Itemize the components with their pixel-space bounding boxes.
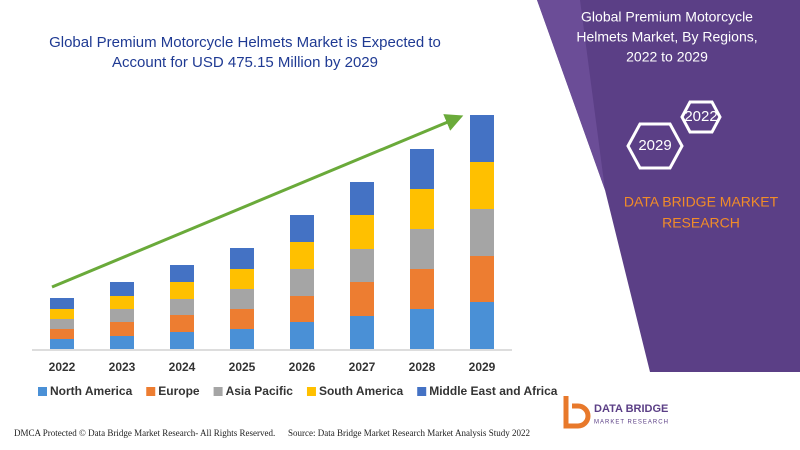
- hexagons: [626, 100, 722, 170]
- footer-left: DMCA Protected © Data Bridge Market Rese…: [14, 428, 275, 438]
- legend-swatch: [146, 387, 156, 396]
- bar-segment: [110, 336, 134, 349]
- bar-segment: [350, 282, 374, 316]
- x-tick-label: 2027: [349, 360, 376, 374]
- bar-segment: [350, 215, 374, 249]
- bar-segment: [230, 248, 254, 269]
- bar-segment: [230, 309, 254, 329]
- bar-segment: [170, 299, 194, 315]
- bar-segment: [290, 322, 314, 349]
- bar-segment: [470, 209, 494, 256]
- bar-segment: [470, 302, 494, 349]
- bar-segment: [170, 332, 194, 349]
- bar-segment: [50, 339, 74, 349]
- hexagon: [680, 100, 722, 134]
- chart-title: Account for USD 475.15 Million by 2029: [112, 54, 378, 71]
- logo-name: DATA BRIDGE: [594, 403, 668, 415]
- bar-segment: [110, 309, 134, 322]
- x-tick-label: 2026: [289, 360, 316, 374]
- footer-right: Source: Data Bridge Market Research Mark…: [288, 428, 530, 438]
- bar-segment: [110, 282, 134, 296]
- bar-segment: [470, 162, 494, 209]
- x-tick-label: 2028: [409, 360, 436, 374]
- x-tick-label: 2029: [469, 360, 496, 374]
- bar-segment: [230, 269, 254, 289]
- hex-label: 2029: [638, 137, 671, 154]
- bar-segment: [110, 322, 134, 336]
- legend-swatch: [417, 387, 427, 396]
- legend-label: South America: [319, 384, 404, 398]
- bar-segment: [170, 265, 194, 282]
- panel-title: 2022 to 2029: [626, 49, 708, 65]
- x-tick-label: 2024: [169, 360, 196, 374]
- logo-icon: [563, 396, 591, 429]
- bar-segment: [50, 298, 74, 309]
- bar-segment: [350, 182, 374, 215]
- bar-segment: [290, 242, 314, 269]
- bar-segment: [50, 329, 74, 339]
- side-panel: [537, 0, 800, 372]
- bar-segment: [50, 309, 74, 319]
- legend-swatch: [306, 387, 316, 396]
- bar-segment: [170, 315, 194, 332]
- bar-segment: [170, 282, 194, 299]
- x-tick-label: 2025: [229, 360, 256, 374]
- bar-segment: [410, 269, 434, 309]
- bar-segment: [350, 249, 374, 282]
- bar-segment: [230, 289, 254, 309]
- hex-label: 2022: [684, 108, 717, 125]
- legend-label: Europe: [158, 384, 200, 398]
- bar-segment: [470, 115, 494, 162]
- bar-segment: [470, 256, 494, 302]
- legend-swatch: [38, 387, 47, 396]
- panel-title: Global Premium Motorcycle: [581, 9, 753, 25]
- trend-arrow: [51, 114, 464, 289]
- panel-accent: [537, 0, 605, 190]
- legend-swatch: [213, 387, 223, 396]
- bar-segment: [410, 149, 434, 189]
- hexagon: [626, 122, 684, 170]
- bar-segment: [410, 189, 434, 229]
- bar-segment: [290, 296, 314, 322]
- logo: DATA BRIDGE MARKET RESEARCH: [563, 396, 669, 429]
- brand: DATA BRIDGE MARKET: [624, 194, 779, 210]
- logo-tagline: MARKET RESEARCH: [594, 420, 669, 426]
- bar-segment: [290, 215, 314, 242]
- legend-label: North America: [50, 384, 133, 398]
- bar-segment: [230, 329, 254, 349]
- panel-title: Helmets Market, By Regions,: [576, 29, 757, 45]
- x-tick-label: 2022: [49, 360, 76, 374]
- bar-segment: [410, 229, 434, 269]
- bar-segment: [410, 309, 434, 349]
- bar-segment: [290, 269, 314, 296]
- legend-label: Asia Pacific: [226, 384, 294, 398]
- bar-segment: [50, 319, 74, 329]
- bar-segment: [110, 296, 134, 309]
- chart-title: Global Premium Motorcycle Helmets Market…: [49, 34, 441, 51]
- bar-segment: [350, 316, 374, 349]
- brand: RESEARCH: [662, 215, 740, 231]
- x-tick-label: 2023: [109, 360, 136, 374]
- legend-label: Middle East and Africa: [429, 384, 558, 398]
